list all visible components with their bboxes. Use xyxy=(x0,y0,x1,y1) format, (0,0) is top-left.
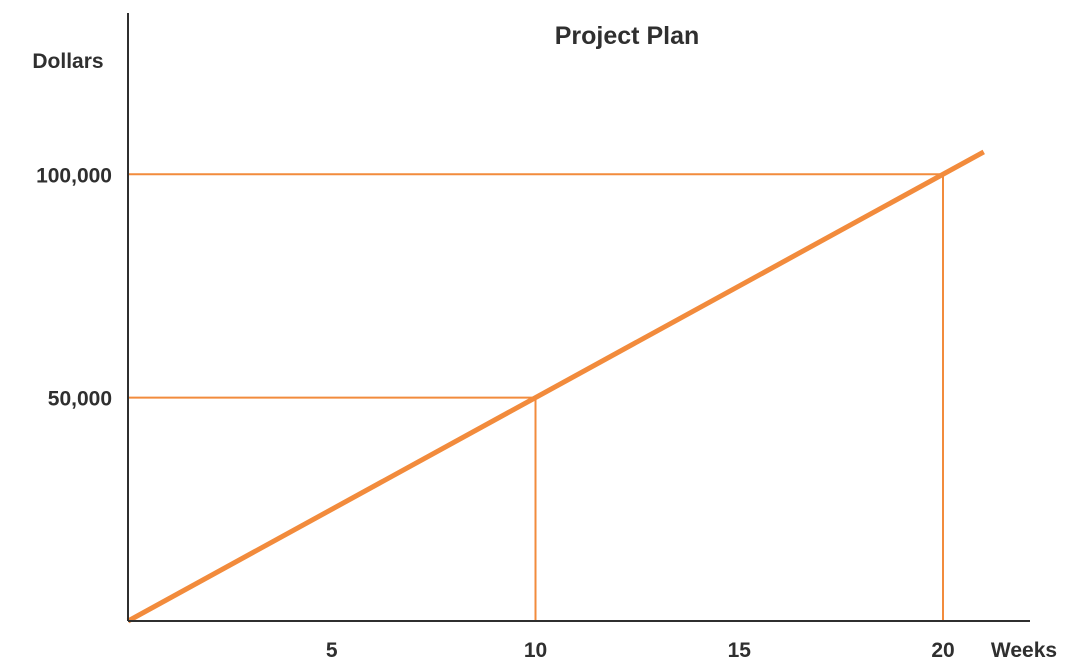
axes xyxy=(127,13,1030,622)
chart-title: Project Plan xyxy=(555,22,700,50)
y-tick-label: 100,000 xyxy=(36,164,112,187)
x-tick-label: 10 xyxy=(524,639,547,661)
y-tick-label: 50,000 xyxy=(48,388,112,411)
tick-labels: 5 10 15 20 50,000 100,000 xyxy=(36,164,955,661)
reference-guide-lines xyxy=(128,173,944,621)
series-line-0 xyxy=(126,149,985,624)
y-axis-label: Dollars xyxy=(32,50,103,73)
x-axis-label: Weeks xyxy=(991,639,1057,661)
x-tick-label: 20 xyxy=(931,639,954,661)
x-tick-label: 15 xyxy=(728,639,752,661)
series-group xyxy=(126,149,985,624)
x-tick-label: 5 xyxy=(326,639,338,661)
